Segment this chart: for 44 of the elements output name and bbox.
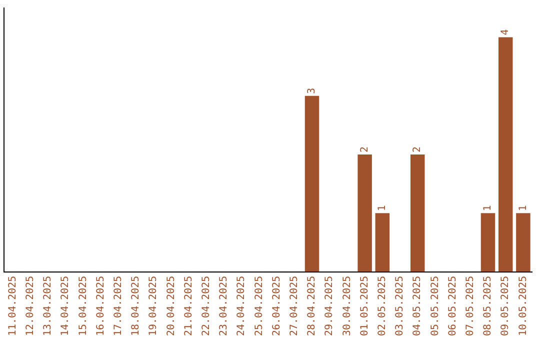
bar xyxy=(375,213,390,272)
x-tick-label: 01.05.2025 xyxy=(359,276,370,336)
x-tick-label: 04.05.2025 xyxy=(412,276,424,336)
x-tick-label: 16.04.2025 xyxy=(95,276,106,336)
x-tick-label: 29.04.2025 xyxy=(324,276,336,336)
x-tick-label: 25.04.2025 xyxy=(254,276,265,336)
bar xyxy=(480,213,496,272)
x-tick-label: 22.04.2025 xyxy=(200,276,212,336)
x-tick-label: 26.04.2025 xyxy=(271,276,282,336)
bar xyxy=(498,37,513,272)
bar xyxy=(410,154,425,272)
x-tick-label: 19.04.2025 xyxy=(148,276,160,336)
data-label: 2 xyxy=(359,146,370,153)
data-label: 1 xyxy=(482,205,494,212)
x-tick-label: 11.04.2025 xyxy=(7,276,18,336)
data-label: 1 xyxy=(376,205,388,212)
x-tick-label: 02.05.2025 xyxy=(376,276,388,336)
x-tick-label: 21.04.2025 xyxy=(183,276,194,336)
data-label: 1 xyxy=(518,205,529,212)
x-tick-label: 03.05.2025 xyxy=(394,276,406,336)
x-tick-label: 20.04.2025 xyxy=(166,276,177,336)
x-tick-label: 09.05.2025 xyxy=(500,276,512,336)
x-tick-label: 12.04.2025 xyxy=(24,276,36,336)
bar xyxy=(516,213,530,272)
x-tick-label: 14.04.2025 xyxy=(60,276,72,336)
x-tick-label: 10.05.2025 xyxy=(518,276,529,336)
x-tick-label: 24.04.2025 xyxy=(236,276,248,336)
x-tick-label: 23.04.2025 xyxy=(218,276,230,336)
x-tick-label: 27.04.2025 xyxy=(288,276,300,336)
x-tick-label: 07.05.2025 xyxy=(464,276,476,336)
x-tick-label: 05.05.2025 xyxy=(430,276,441,336)
x-tick-label: 15.04.2025 xyxy=(78,276,89,336)
x-tick-label: 06.05.2025 xyxy=(447,276,458,336)
x-tick-label: 08.05.2025 xyxy=(482,276,494,336)
data-label: 4 xyxy=(500,29,512,36)
bar xyxy=(358,154,372,272)
x-tick-label: 28.04.2025 xyxy=(306,276,318,336)
data-label: 2 xyxy=(412,146,424,153)
x-tick-label: 30.04.2025 xyxy=(342,276,353,336)
data-label: 3 xyxy=(306,88,318,94)
bar xyxy=(304,96,320,272)
x-tick-label: 13.04.2025 xyxy=(42,276,54,336)
x-tick-label: 18.04.2025 xyxy=(130,276,142,336)
x-tick-label: 17.04.2025 xyxy=(112,276,124,336)
